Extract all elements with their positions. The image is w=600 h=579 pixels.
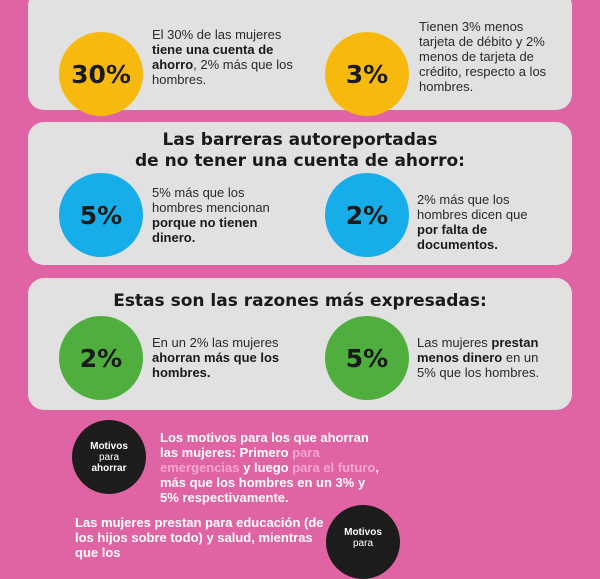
text-bold: prestan menos dinero — [417, 335, 539, 365]
highlight-futuro: para el futuro — [292, 460, 376, 475]
text-part: En un 2% las mujeres — [152, 335, 279, 350]
stat-card-reasons: Estas son las razones más expresadas: 2%… — [28, 278, 572, 410]
stat-text-savings-account: El 30% de las mujeres tiene una cuenta d… — [152, 27, 302, 87]
stat-text-cards: Tienen 3% menos tarjeta de débito y 2% m… — [419, 19, 547, 94]
stat-circle-2: 2% — [59, 316, 143, 400]
text-part: Los motivos para los que ahorran las muj… — [160, 430, 369, 460]
barriers-heading: Las barreras autoreportadas de no tener … — [28, 130, 572, 172]
motivos-prestar-text: Las mujeres prestan para educación (de l… — [75, 515, 325, 560]
text-bold: ahorran más que los hombres. — [152, 350, 280, 380]
text-part: Las mujeres — [417, 335, 492, 350]
stat-circle-5: 5% — [325, 316, 409, 400]
text-part: , 2% más que los hombres. — [152, 57, 293, 87]
badge-line: Motivos — [344, 527, 382, 538]
stat-text-documents: 2% más que los hombres dicen que por fal… — [417, 192, 552, 252]
text-part: 5% más que los hombres mencionan — [152, 185, 270, 215]
stat-text-save-more: En un 2% las mujeres ahorran más que los… — [152, 335, 280, 380]
stat-text-no-money: 5% más que los hombres mencionan porque … — [152, 185, 282, 245]
text-bold: por falta de documentos. — [417, 222, 498, 252]
stat-card-barriers: Las barreras autoreportadas de no tener … — [28, 122, 572, 265]
heading-line: de no tener una cuenta de ahorro: — [135, 151, 465, 171]
stat-circle-3: 3% — [325, 32, 409, 116]
motivos-prestar-badge: Motivos para — [326, 505, 400, 579]
text-bold: tiene una cuenta de ahorro — [152, 42, 274, 72]
text-part: y luego — [239, 460, 293, 475]
motivos-ahorrar-text: Los motivos para los que ahorran las muj… — [160, 430, 385, 505]
stat-circle-2: 2% — [325, 173, 409, 257]
badge-line: ahorrar — [91, 462, 127, 474]
reasons-heading: Estas son las razones más expresadas: — [113, 291, 487, 311]
badge-line: Motivos — [90, 440, 128, 452]
heading-line: Las barreras autoreportadas — [162, 130, 438, 150]
motivos-ahorrar-badge: Motivos para ahorrar — [72, 420, 146, 494]
text-part: Las mujeres prestan para educación (de l… — [75, 515, 324, 545]
stat-card-accounts: 30% El 30% de las mujeres tiene una cuen… — [28, 0, 572, 116]
text-part: 2% más que los hombres dicen que — [417, 192, 528, 222]
stat-text-lend-less: Las mujeres prestan menos dinero en un 5… — [417, 335, 552, 380]
text-bold: porque no tienen dinero. — [152, 215, 258, 245]
highlight-emergencias: para emergencias — [160, 445, 320, 475]
text-part: , más que los hombres en un 3% y 5% resp… — [160, 460, 379, 505]
text-part: en un 5% que los hombres. — [417, 350, 540, 380]
text-part: El 30% de las mujeres — [152, 27, 282, 42]
badge-line: para — [352, 538, 373, 549]
stat-circle-5: 5% — [59, 173, 143, 257]
badge-line: para — [98, 451, 119, 463]
stat-circle-30: 30% — [59, 32, 143, 116]
